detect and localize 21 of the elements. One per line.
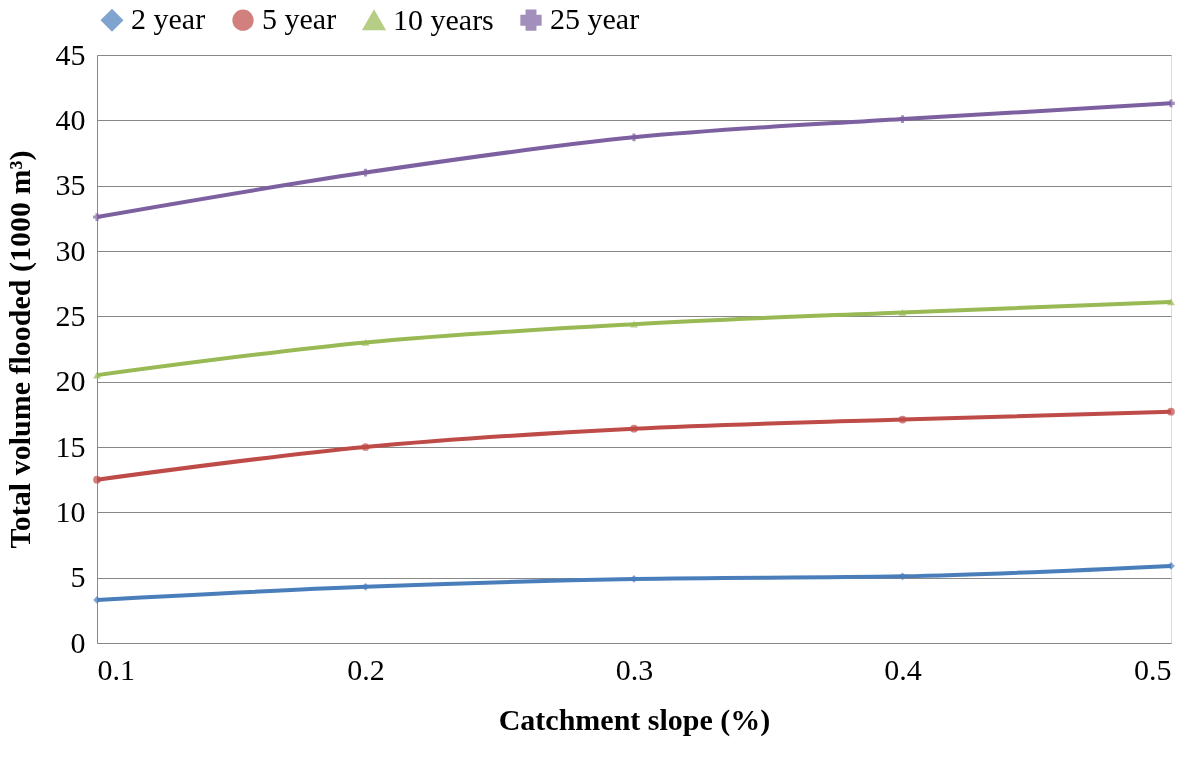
- y-tick-label: 40: [55, 102, 86, 136]
- x-tick-label: 0.4: [884, 652, 922, 686]
- x-tick-label: 0.5: [1134, 652, 1172, 686]
- y-tick-label: 5: [70, 560, 86, 594]
- x-axis-title: Catchment slope (%): [498, 702, 771, 737]
- y-tick-label: 45: [55, 37, 86, 71]
- legend-label: 10 years: [393, 2, 494, 36]
- x-tick-label: 0.2: [347, 652, 385, 686]
- y-tick-label: 30: [55, 233, 86, 267]
- y-tick-label: 25: [55, 298, 86, 332]
- y-tick-label: 20: [55, 364, 86, 398]
- x-tick-label: 0.3: [615, 652, 654, 686]
- legend-label: 2 year: [131, 2, 206, 36]
- legend-label: 5 year: [262, 2, 337, 36]
- legend-label: 25 year: [550, 2, 640, 36]
- y-axis-title: Total volume flooded (1000 m³): [2, 150, 37, 549]
- y-tick-label: 15: [55, 429, 86, 463]
- y-tick-label: 10: [55, 494, 86, 528]
- x-tick-label: 0.1: [97, 652, 135, 686]
- y-tick-label: 35: [55, 168, 86, 202]
- y-tick-label: 0: [70, 625, 86, 659]
